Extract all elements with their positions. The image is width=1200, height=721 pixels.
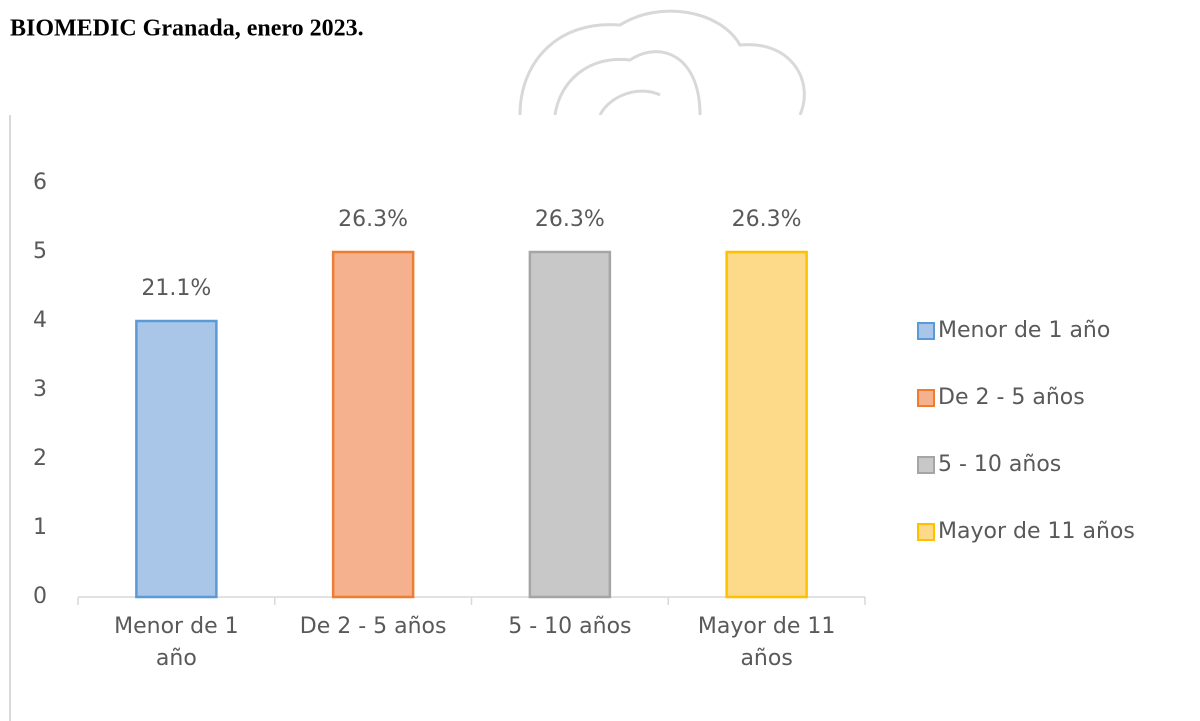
y-tick-label: 4	[33, 308, 47, 333]
y-tick-label: 0	[33, 584, 47, 609]
x-tick-label: De 2 - 5 años	[293, 611, 453, 643]
bar	[530, 252, 610, 597]
legend-label: Menor de 1 año	[938, 318, 1110, 343]
y-tick-label: 5	[33, 239, 47, 264]
bar	[727, 252, 807, 597]
chart: BIOMEDIC Granada, enero 2023. 0 1 2 3 4 5 6 21.…	[0, 0, 1200, 721]
bar	[333, 252, 413, 597]
x-tick-label: 5 - 10 años	[490, 611, 650, 643]
page: BIOMEDIC Granada, enero 2023. 0 1 2 3 4 5 6 21.…	[0, 0, 1200, 721]
legend-label: 5 - 10 años	[938, 452, 1061, 477]
data-label: 21.1%	[141, 276, 211, 301]
x-tick-label: Menor de 1 año	[96, 611, 256, 675]
page-title: BIOMEDIC Granada, enero 2023.	[10, 16, 364, 42]
data-label: 26.3%	[732, 207, 802, 232]
legend-swatch	[918, 524, 934, 540]
watermark	[520, 11, 804, 115]
legend-swatch	[918, 323, 934, 339]
x-tick-label-box: 5 - 10 años	[490, 611, 650, 691]
data-label: 26.3%	[338, 207, 408, 232]
y-tick-label: 3	[33, 377, 47, 402]
y-tick-label: 6	[33, 170, 47, 195]
bar	[136, 321, 216, 597]
y-tick-label: 1	[33, 515, 47, 540]
legend-swatch	[918, 457, 934, 473]
legend-swatch	[918, 390, 934, 406]
data-label: 26.3%	[535, 207, 605, 232]
legend-label: De 2 - 5 años	[938, 385, 1085, 410]
x-tick-label-box: Mayor de 11 años	[687, 611, 847, 691]
x-tick-label-box: Menor de 1 año	[96, 611, 256, 691]
x-tick-label: Mayor de 11 años	[687, 611, 847, 675]
x-tick-label-box: De 2 - 5 años	[293, 611, 453, 691]
y-tick-label: 2	[33, 446, 47, 471]
legend-label: Mayor de 11 años	[938, 519, 1135, 544]
